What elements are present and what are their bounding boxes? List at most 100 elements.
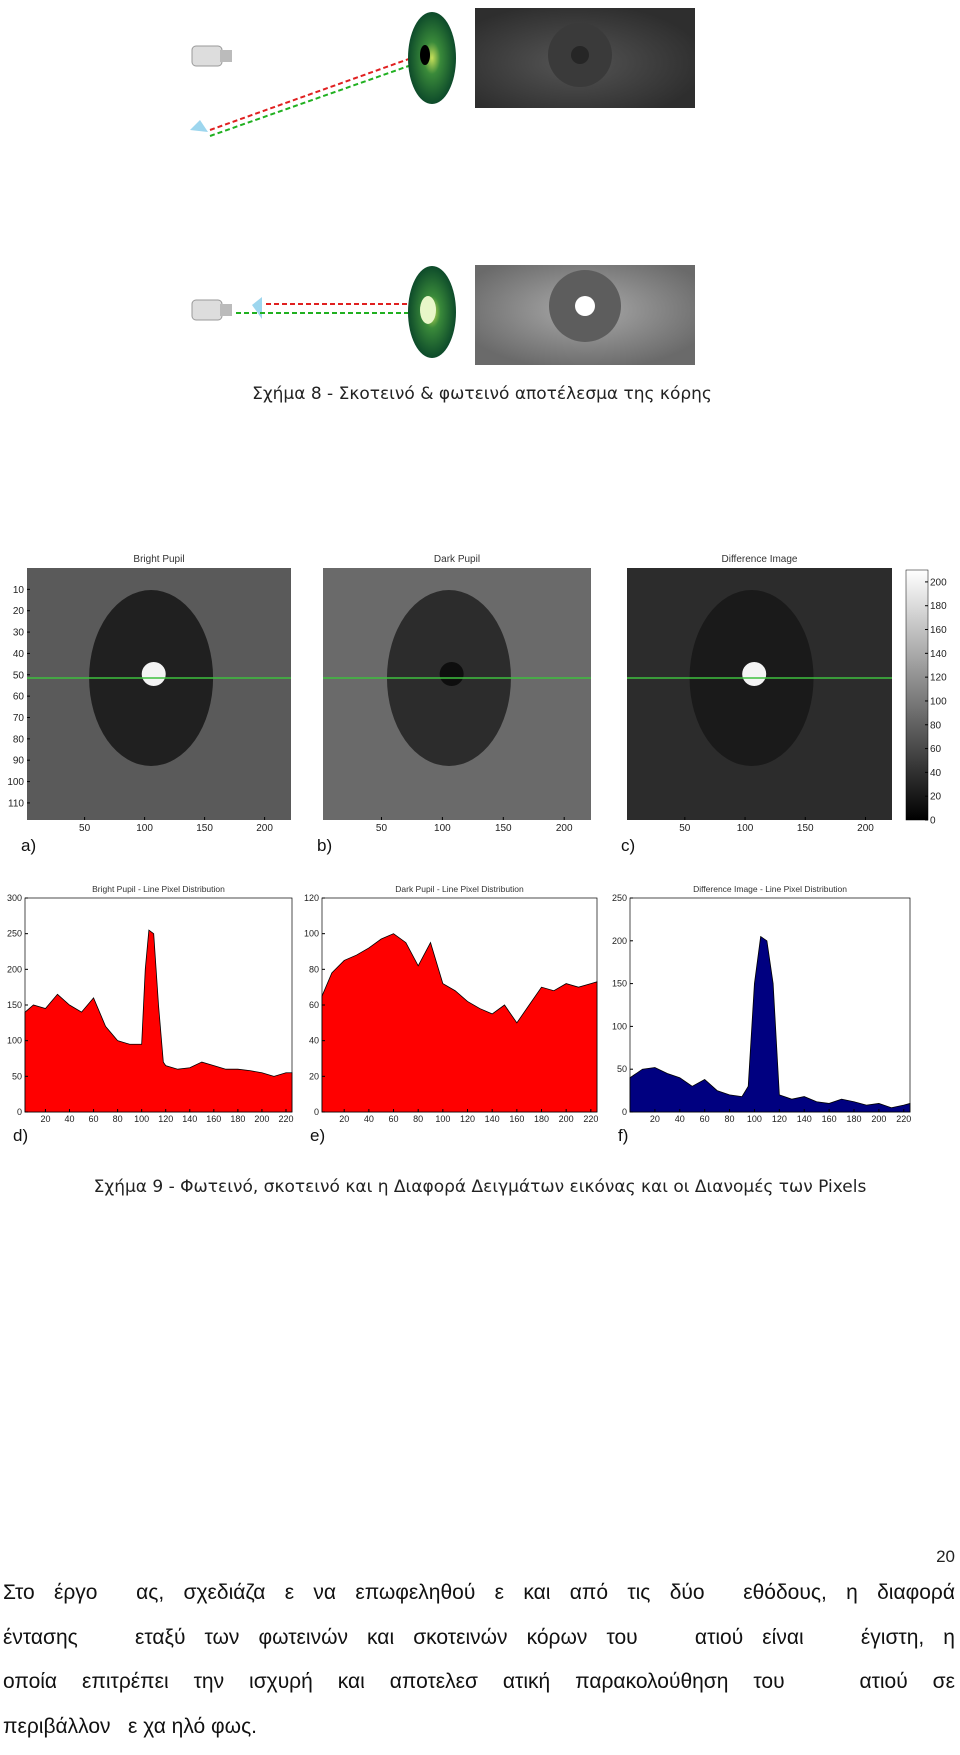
y-tick-label: 200 (7, 964, 22, 974)
x-tick-label: 200 (256, 823, 273, 834)
x-tick-label: 220 (278, 1114, 293, 1124)
x-tick-label: 120 (772, 1114, 787, 1124)
colorbar-tick-label: 200 (930, 577, 947, 588)
pupil (742, 662, 766, 686)
x-tick-label: 100 (136, 823, 153, 834)
panel-label: a) (21, 836, 36, 855)
x-tick-label: 200 (857, 823, 874, 834)
x-tick-label: 50 (79, 823, 91, 834)
y-tick-label: 20 (309, 1071, 319, 1081)
panel-label: c) (621, 836, 635, 855)
x-tick-label: 120 (158, 1114, 173, 1124)
colorbar-tick-label: 60 (930, 744, 942, 755)
y-tick-label: 300 (7, 893, 22, 903)
x-tick-label: 150 (797, 823, 814, 834)
colorbar-tick-label: 160 (930, 625, 947, 636)
text-line: Στο έργο ας, σχεδιάζα ε να επωφεληθού ε … (3, 1577, 955, 1622)
x-tick-label: 100 (747, 1114, 762, 1124)
x-tick-label: 60 (700, 1114, 710, 1124)
colorbar-tick-label: 40 (930, 768, 942, 779)
y-tick-label: 10 (13, 585, 25, 596)
x-tick-label: 100 (435, 1114, 450, 1124)
y-tick-label: 80 (13, 734, 25, 745)
x-tick-label: 140 (182, 1114, 197, 1124)
text-line: περιβάλλον ε χα ηλό φως. (3, 1711, 955, 1755)
x-tick-label: 140 (485, 1114, 500, 1124)
x-tick-label: 60 (89, 1114, 99, 1124)
panel-label: e) (310, 1126, 325, 1145)
x-tick-label: 200 (254, 1114, 269, 1124)
colorbar-tick-label: 80 (930, 720, 942, 731)
x-tick-label: 100 (134, 1114, 149, 1124)
x-tick-label: 160 (822, 1114, 837, 1124)
x-tick-label: 180 (846, 1114, 861, 1124)
x-tick-label: 220 (583, 1114, 598, 1124)
y-tick-label: 30 (13, 628, 25, 639)
x-tick-label: 200 (556, 823, 573, 834)
y-tick-label: 60 (13, 692, 25, 703)
colorbar-tick-label: 100 (930, 696, 947, 707)
x-tick-label: 40 (64, 1114, 74, 1124)
x-tick-label: 200 (559, 1114, 574, 1124)
y-tick-label: 250 (612, 893, 627, 903)
page-number: 20 (936, 1547, 955, 1566)
x-tick-label: 80 (413, 1114, 423, 1124)
y-tick-label: 100 (7, 1036, 22, 1046)
y-tick-label: 100 (304, 929, 319, 939)
y-tick-label: 50 (12, 1071, 22, 1081)
y-tick-label: 250 (7, 929, 22, 939)
y-tick-label: 110 (8, 798, 24, 809)
y-tick-label: 120 (304, 893, 319, 903)
x-tick-label: 150 (495, 823, 512, 834)
text-line: έντασης εταξύ των φωτεινών και σκοτεινών… (3, 1622, 955, 1667)
pupil (440, 662, 464, 686)
pupil (142, 662, 166, 686)
figure-caption: Σχήμα 8 - Σκοτεινό & φωτεινό αποτέλεσμα … (252, 384, 712, 404)
colorbar (906, 570, 928, 820)
x-tick-label: 180 (534, 1114, 549, 1124)
x-tick-label: 40 (364, 1114, 374, 1124)
plot-title: Bright Pupil - Line Pixel Distribution (92, 884, 225, 894)
y-tick-label: 50 (617, 1064, 627, 1074)
x-tick-label: 150 (196, 823, 213, 834)
x-tick-label: 50 (376, 823, 388, 834)
figure8-illustration (190, 8, 695, 365)
colorbar-tick-label: 180 (930, 601, 947, 612)
x-tick-label: 100 (737, 823, 754, 834)
y-tick-label: 70 (13, 713, 25, 724)
x-tick-label: 40 (675, 1114, 685, 1124)
page-canvas: Σχήμα 8 - Σκοτεινό & φωτεινό αποτέλεσμα … (0, 0, 960, 1566)
x-tick-label: 100 (434, 823, 451, 834)
y-tick-label: 40 (309, 1036, 319, 1046)
colorbar-tick-label: 140 (930, 649, 947, 660)
y-tick-label: 40 (13, 649, 25, 660)
x-tick-label: 160 (509, 1114, 524, 1124)
x-tick-label: 20 (650, 1114, 660, 1124)
colorbar-tick-label: 0 (930, 816, 936, 827)
plot-title: Dark Pupil - Line Pixel Distribution (395, 884, 524, 894)
y-tick-label: 50 (13, 670, 25, 681)
y-tick-label: 60 (309, 1000, 319, 1010)
y-tick-label: 0 (622, 1107, 627, 1117)
x-tick-label: 80 (725, 1114, 735, 1124)
y-tick-label: 80 (309, 964, 319, 974)
y-tick-label: 100 (612, 1021, 627, 1031)
text-line: οποία επιτρέπει την ισχυρή και αποτελεσ … (3, 1666, 955, 1711)
body-text: Στο έργο ας, σχεδιάζα ε να επωφεληθού ε … (3, 1577, 955, 1755)
x-tick-label: 120 (460, 1114, 475, 1124)
colorbar-tick-label: 120 (930, 673, 947, 684)
page: Σχήμα 8 - Σκοτεινό & φωτεινό αποτέλεσμα … (0, 0, 960, 1566)
colorbar-tick-label: 20 (930, 792, 942, 803)
x-tick-label: 80 (113, 1114, 123, 1124)
panel-label: d) (13, 1126, 28, 1145)
x-tick-label: 60 (389, 1114, 399, 1124)
image-title: Bright Pupil (133, 554, 184, 565)
plot-title: Difference Image - Line Pixel Distributi… (693, 884, 847, 894)
panel-label: b) (317, 836, 332, 855)
x-tick-label: 140 (797, 1114, 812, 1124)
y-tick-label: 0 (314, 1107, 319, 1117)
y-tick-label: 150 (612, 979, 627, 989)
y-tick-label: 0 (17, 1107, 22, 1117)
x-tick-label: 20 (40, 1114, 50, 1124)
image-title: Difference Image (722, 554, 798, 565)
